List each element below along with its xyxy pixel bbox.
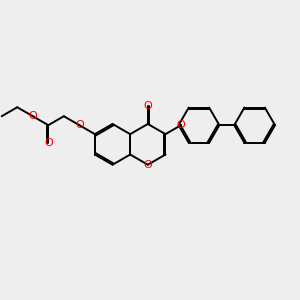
- Text: O: O: [177, 120, 185, 130]
- Text: O: O: [75, 120, 84, 130]
- Text: O: O: [143, 160, 152, 170]
- Text: O: O: [28, 111, 37, 121]
- Text: O: O: [143, 100, 152, 111]
- Text: O: O: [44, 138, 53, 148]
